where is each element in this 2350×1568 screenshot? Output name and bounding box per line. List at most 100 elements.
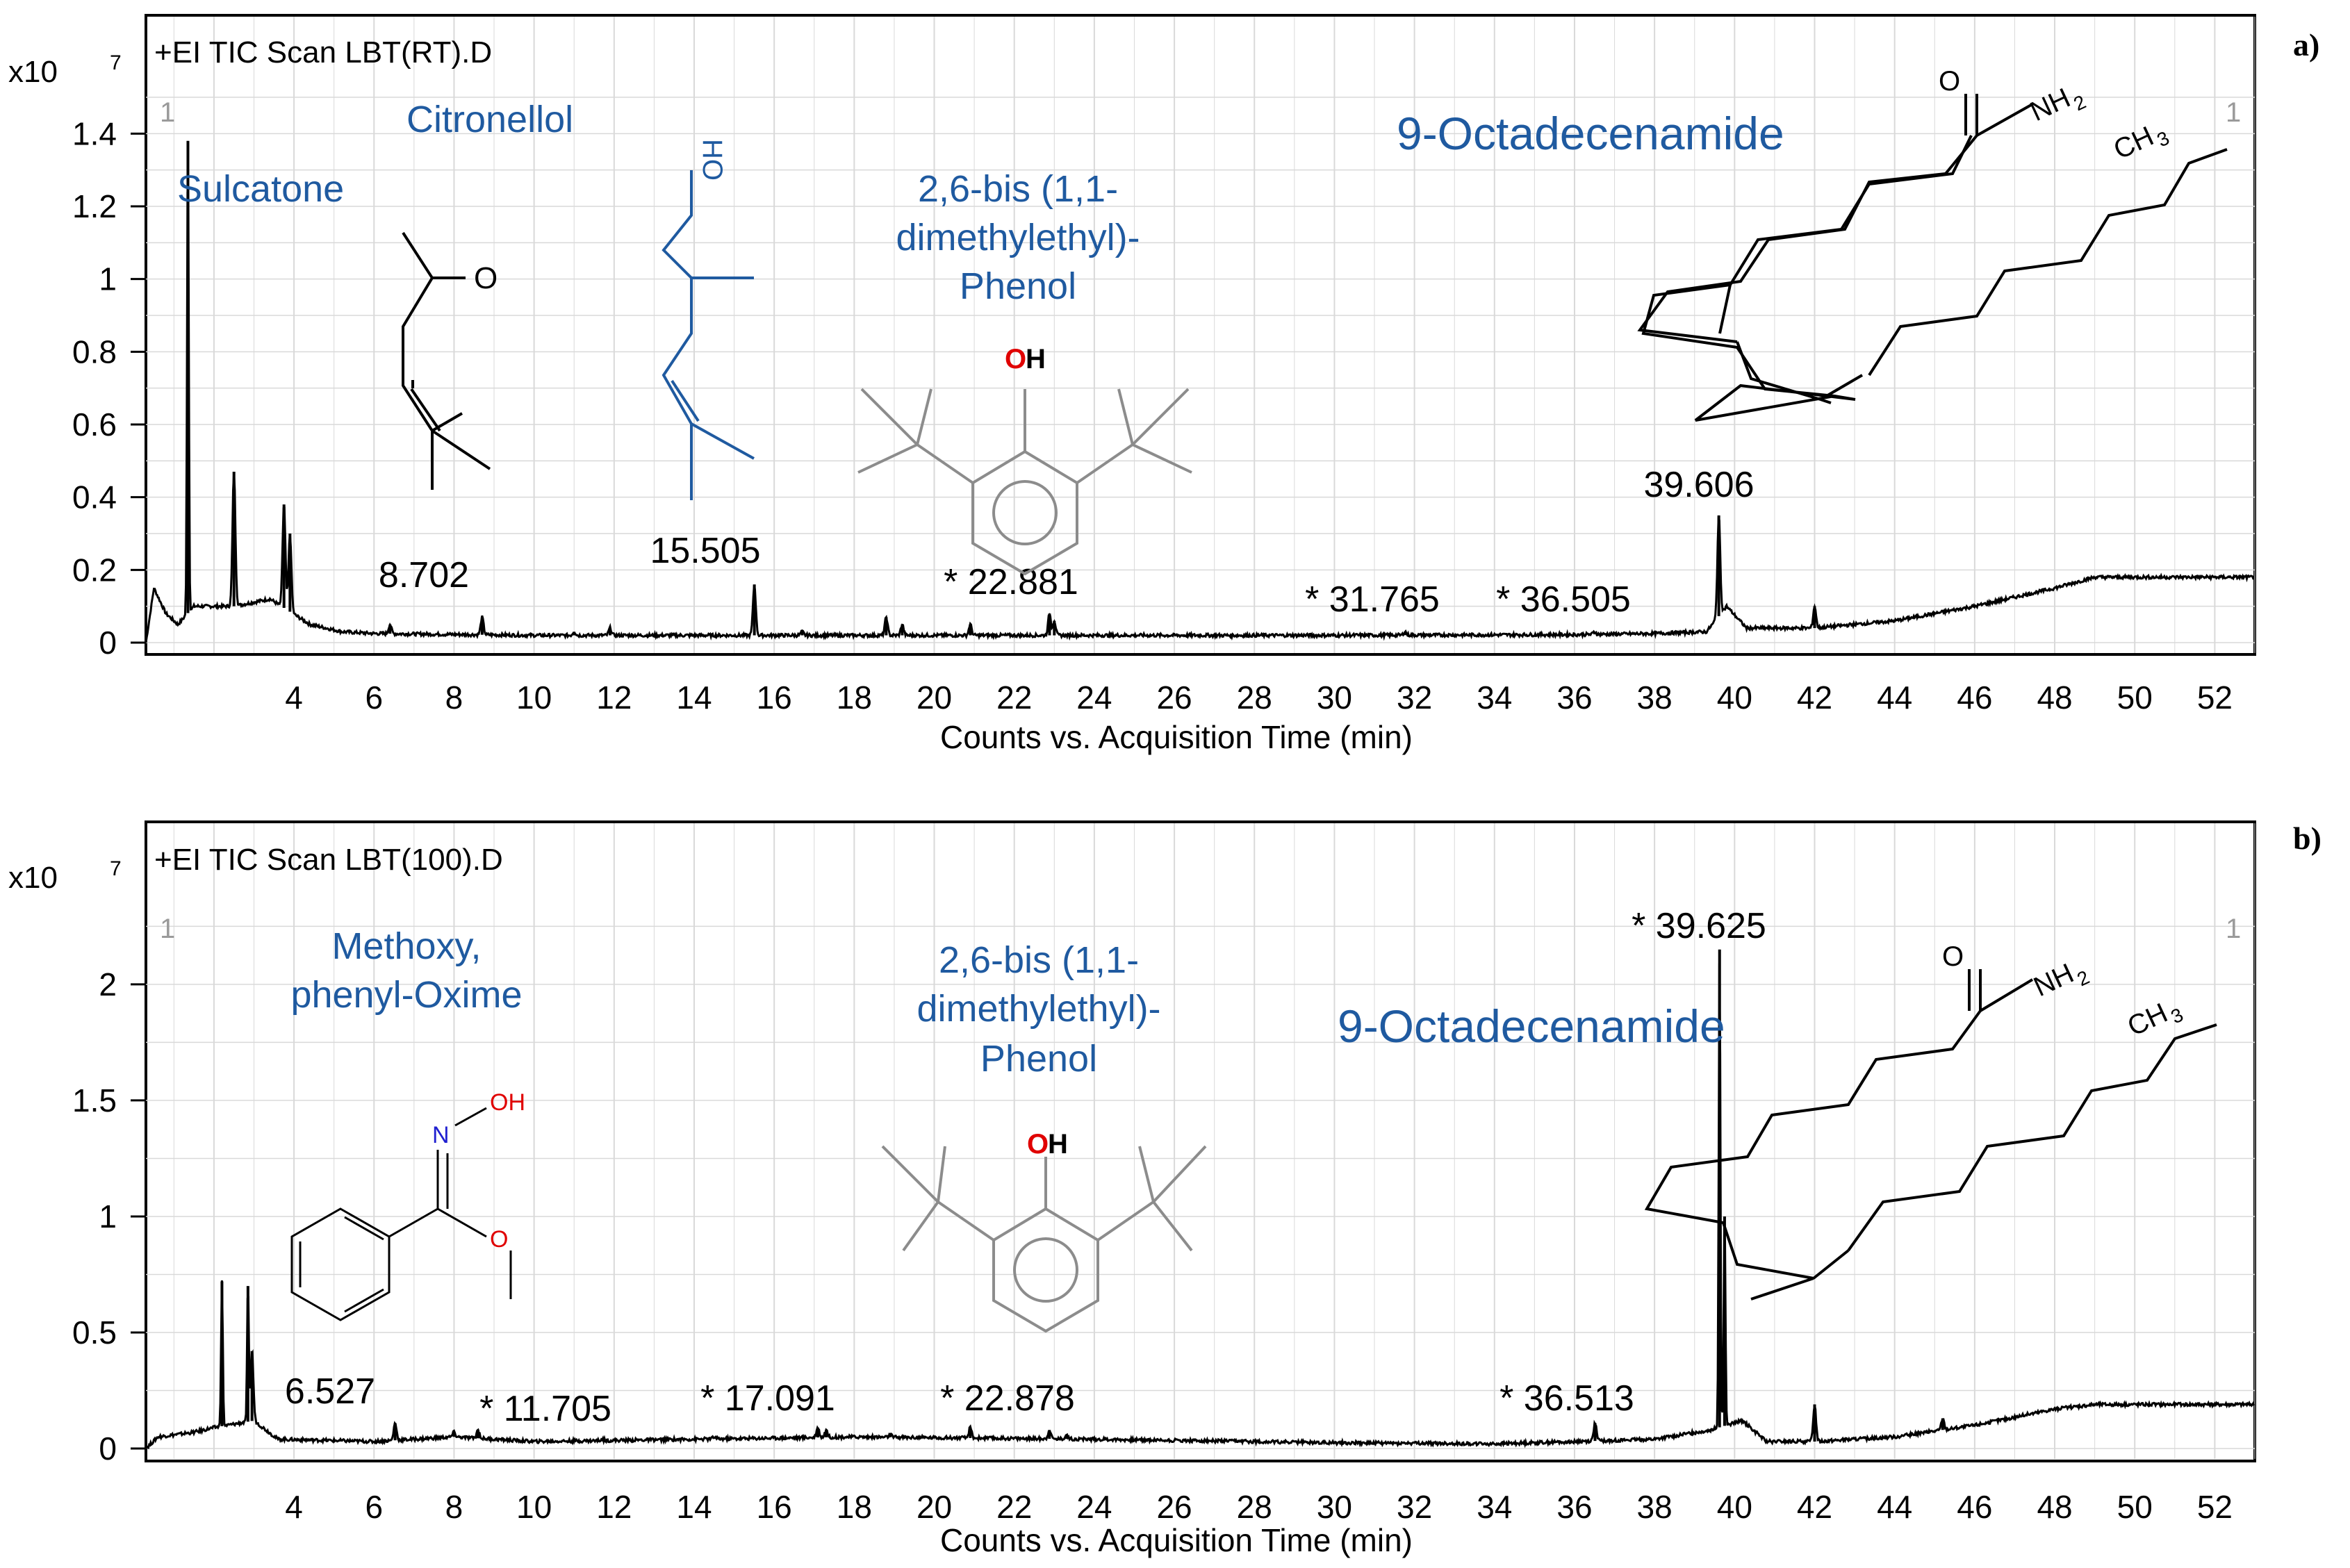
- peak-label: * 36.505: [1496, 579, 1631, 620]
- peak-label: * 36.513: [1499, 1378, 1634, 1419]
- compound-label-phenol-line1: 2,6-bis (1,1-: [918, 168, 1118, 210]
- x-tick-label: 38: [1637, 679, 1673, 716]
- x-tick-label: 28: [1237, 679, 1272, 716]
- chart-title-b: +EI TIC Scan LBT(100).D: [154, 843, 503, 877]
- peak-label: 6.527: [285, 1371, 375, 1412]
- x-tick-label: 30: [1317, 679, 1352, 716]
- y-tick-label: 0.2: [72, 552, 117, 588]
- x-tick-label: 50: [2117, 679, 2153, 716]
- x-tick-label: 46: [1957, 1489, 1992, 1525]
- x-tick-label: 22: [996, 1489, 1032, 1525]
- x-tick-label: 34: [1477, 679, 1512, 716]
- compound-label-sulcatone: Sulcatone: [177, 168, 344, 210]
- compound-label-oxime-line2: phenyl-Oxime: [290, 974, 522, 1016]
- y-tick-label: 2: [99, 966, 117, 1002]
- y-tick-label: 0.8: [72, 333, 117, 370]
- sulcatone-double-bond: [410, 388, 441, 432]
- y-tick-label: 1: [99, 1198, 117, 1235]
- x-tick-label: 4: [285, 1489, 303, 1525]
- compound-label-phenol-b-line1: 2,6-bis (1,1-: [939, 939, 1139, 981]
- peak-label: 15.505: [650, 531, 760, 571]
- panel-b: b) x10 7 4 6 8 10 12 14 16 18 20 22 24 26 28 30 32 34 36…: [8, 820, 2322, 1558]
- phenol-oxygen-b: O: [1027, 1129, 1049, 1160]
- compound-label-phenol-b-line3: Phenol: [980, 1038, 1097, 1080]
- x-tick-label: 6: [365, 1489, 383, 1525]
- oxime-nitrogen: N: [432, 1122, 450, 1148]
- peak-label: * 31.765: [1305, 579, 1440, 620]
- compound-label-citronellol: Citronellol: [406, 99, 573, 140]
- chart-title-a: +EI TIC Scan LBT(RT).D: [154, 35, 492, 69]
- y-tick-label: 1.4: [72, 115, 117, 151]
- segment-marker-left-b: 1: [160, 914, 175, 944]
- x-tick-label: 44: [1877, 679, 1912, 716]
- phenol-structure-b: [881, 1145, 1207, 1333]
- x-tick-label: 12: [596, 679, 632, 716]
- phenol-hydrogen-a: H: [1026, 344, 1046, 374]
- x-tick-label: 12: [596, 1489, 632, 1525]
- sulcatone-structure: [402, 231, 491, 490]
- x-tick-label: 48: [2037, 1489, 2072, 1525]
- segment-marker-left-a: 1: [160, 97, 175, 128]
- oxime-structure: [290, 1107, 512, 1321]
- peak-labels-b: 6.527 * 11.705 * 17.091 * 22.878 * 36.513 * 3…: [285, 906, 1766, 1429]
- y-tick-label: 1: [99, 261, 117, 297]
- peak-label: 39.606: [1643, 465, 1754, 505]
- peak-label: 8.702: [379, 555, 469, 595]
- x-tick-label: 20: [917, 1489, 952, 1525]
- amide-nh-b: NH: [2029, 958, 2078, 1002]
- amide-nh-a: NH: [2026, 83, 2075, 127]
- x-tick-label: 40: [1717, 679, 1752, 716]
- x-tick-label: 16: [757, 1489, 792, 1525]
- plot-frame-b: [145, 820, 2256, 1462]
- methyl-ch-b: CH: [2123, 998, 2172, 1042]
- methyl-ch-a: CH: [2109, 121, 2158, 165]
- panel-label-a: a): [2293, 27, 2319, 63]
- peak-label: * 22.881: [944, 562, 1078, 602]
- panel-label-b: b): [2293, 820, 2322, 856]
- compound-label-oxime-line1: Methoxy,: [331, 925, 481, 967]
- phenol-oxygen-a: O: [1005, 344, 1026, 374]
- trace-b: [145, 949, 2255, 1450]
- x-tick-label: 36: [1556, 679, 1592, 716]
- peak-labels-a: 8.702 15.505 * 22.881 * 31.765 * 36.505 39.60…: [379, 465, 1755, 620]
- x-tick-label: 14: [676, 679, 712, 716]
- amide-nh-sub-a: 2: [2070, 91, 2089, 115]
- x-tick-label: 52: [2197, 679, 2233, 716]
- x-tick-label: 20: [917, 679, 952, 716]
- x-tick-label: 8: [445, 1489, 463, 1525]
- x-tick-label: 32: [1397, 1489, 1432, 1525]
- x-tick-label: 10: [516, 1489, 552, 1525]
- x-tick-label: 30: [1317, 1489, 1352, 1525]
- x-tick-label: 24: [1076, 679, 1112, 716]
- x-tick-label: 42: [1797, 1489, 1832, 1525]
- compound-label-phenol-b-line2: dimethylethyl)-: [917, 988, 1160, 1030]
- x-tick-label: 40: [1717, 1489, 1752, 1525]
- phenol-hydrogen-b: H: [1048, 1129, 1068, 1160]
- compound-label-phenol-line2: dimethylethyl)-: [896, 217, 1140, 258]
- segment-marker-right-b: 1: [2226, 914, 2241, 944]
- x-tick-label: 4: [285, 679, 303, 716]
- y-tick-label: 0: [99, 1430, 117, 1467]
- peak-label: * 11.705: [479, 1389, 611, 1429]
- x-tick-label: 18: [837, 1489, 872, 1525]
- y-tick-label: 0.6: [72, 406, 117, 443]
- y-tick-label: 0.5: [72, 1314, 117, 1351]
- octadecenamide-chain-a: [1637, 134, 2228, 404]
- x-tick-label: 26: [1156, 679, 1192, 716]
- x-axis-label-a: Counts vs. Acquisition Time (min): [940, 719, 1413, 755]
- x-tick-label: 52: [2197, 1489, 2233, 1525]
- phenol-structure-a: [857, 388, 1192, 576]
- octadecenamide-structure-b: [1644, 969, 2217, 1301]
- ticks-a: 4 6 8 10 12 14 16 18 20 22 24 26 28 30 32 34 36 38 40 42 44 4…: [72, 115, 2233, 716]
- tic-trace: [145, 187, 2255, 643]
- compound-label-octadecenamide-b: 9-Octadecenamide: [1338, 1000, 1725, 1052]
- x-tick-label: 8: [445, 679, 463, 716]
- x-tick-label: 36: [1556, 1489, 1592, 1525]
- x-tick-label: 14: [676, 1489, 712, 1525]
- ticks-b: 4 6 8 10 12 14 16 18 20 22 24 26 28 30 32 34 36 38 40 42 44 4…: [72, 966, 2233, 1525]
- methoxy-oxygen: O: [490, 1226, 508, 1253]
- x-tick-label: 38: [1637, 1489, 1673, 1525]
- trace-a: [145, 140, 2255, 643]
- multiplier-exp-a: 7: [110, 51, 122, 74]
- x-tick-label: 46: [1957, 679, 1992, 716]
